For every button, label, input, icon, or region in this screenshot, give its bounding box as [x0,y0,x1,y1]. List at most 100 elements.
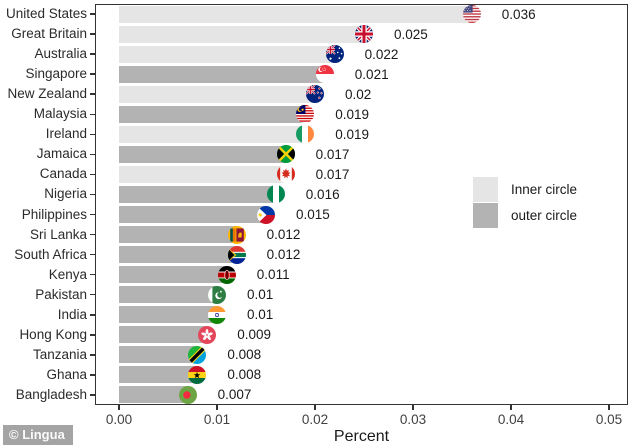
bar-canada [119,165,286,183]
bar-new-zealand [119,85,315,103]
flag-icon-nigeria [266,185,285,204]
flag-icon-pakistan [208,285,226,304]
legend-item-outer: outer circle [473,202,577,228]
y-tick [90,173,95,176]
legend-item-inner: Inner circle [473,176,577,202]
y-tick [90,233,95,236]
y-tick [90,314,95,316]
legend-label: Inner circle [511,181,578,197]
bar-nigeria [119,185,276,203]
y-tick [90,213,95,216]
y-tick [90,293,95,296]
y-axis-label-malaysia: Malaysia [33,106,87,122]
value-label: 0.01 [247,307,274,323]
bar-bangladesh [119,386,188,404]
bar-jamaica [119,145,286,163]
bar-india [119,306,217,324]
flag-icon-great-britain [355,25,373,44]
y-axis-label-hong-kong: Hong Kong [19,326,87,342]
y-axis-label-jamaica: Jamaica [36,146,87,162]
flag-icon-bangladesh [178,385,197,404]
y-tick [90,394,95,396]
value-label: 0.02 [345,86,372,102]
y-tick [90,273,95,276]
value-label: 0.017 [315,146,350,162]
y-tick [90,193,95,196]
flag-icon-new-zealand [306,85,324,104]
value-label: 0.011 [256,267,290,283]
x-tick [412,405,414,410]
value-label: 0.019 [335,126,369,142]
flag-icon-singapore [315,65,334,84]
flag-icon-canada [276,165,295,184]
x-tick-label: 0.05 [595,412,623,427]
bar-ireland [119,125,306,143]
flag-icon-philippines [257,205,275,224]
y-axis-label-ireland: Ireland [45,126,87,142]
flag-icon-hong-kong [198,325,217,344]
x-tick-label: 0.04 [497,412,525,427]
value-label: 0.01 [247,287,274,303]
y-tick [90,133,95,136]
bar-sri-lanka [119,226,237,244]
y-tick [90,113,95,116]
bar-philippines [119,206,266,224]
y-axis-label-ghana: Ghana [46,366,87,382]
y-tick [90,13,95,15]
y-tick [90,334,95,336]
value-label: 0.021 [354,66,389,82]
flag-icon-south-africa [227,245,246,264]
y-tick [90,53,95,55]
value-label: 0.015 [296,207,330,223]
value-label: 0.007 [217,387,252,403]
y-axis-label-tanzania: Tanzania [32,346,87,362]
y-axis-label-sri-lanka: Sri Lanka [29,226,87,242]
y-tick [90,93,95,95]
x-tick-label: 0.00 [105,412,133,427]
x-tick-label: 0.03 [399,412,427,427]
x-tick [216,405,218,410]
value-label: 0.012 [266,227,301,243]
y-tick [90,253,95,256]
y-axis-label-new-zealand: New Zealand [7,86,87,102]
y-tick [90,33,95,35]
bar-tanzania [119,346,198,364]
bar-singapore [119,65,325,83]
bar-hong-kong [119,326,208,344]
y-axis-label-australia: Australia [34,46,87,62]
x-tick [314,405,316,410]
y-axis-label-nigeria: Nigeria [44,186,87,202]
x-tick-label: 0.02 [301,412,329,427]
y-axis-label-india: India [57,306,87,322]
y-tick [90,73,95,75]
flag-icon-ghana [188,365,207,384]
bar-united-states [119,5,472,23]
y-tick [90,374,95,376]
y-tick [90,153,95,156]
y-axis-label-canada: Canada [39,166,87,182]
value-label: 0.009 [237,327,271,343]
y-axis-label-great-britain: Great Britain [11,26,87,42]
legend-swatch-outer [473,202,498,228]
flag-icon-kenya [217,265,236,284]
legend: Inner circle outer circle [473,176,577,228]
flag-icon-united-states [462,5,481,24]
value-label: 0.022 [364,46,399,62]
bar-south-africa [119,246,237,264]
y-axis-label-pakistan: Pakistan [35,286,87,302]
y-axis-label-bangladesh: Bangladesh [15,386,87,402]
flag-icon-sri-lanka [227,225,246,244]
value-label: 0.012 [266,247,301,263]
y-axis-label-singapore: Singapore [25,66,87,82]
y-axis-label-philippines: Philippines [21,206,87,222]
value-label: 0.008 [227,367,262,383]
bar-malaysia [119,105,306,123]
value-label: 0.017 [315,166,350,182]
x-tick [118,405,120,410]
value-label: 0.016 [305,186,340,202]
bar-kenya [119,266,227,284]
y-tick [90,354,95,356]
legend-label: outer circle [511,207,578,223]
value-label: 0.036 [501,6,536,22]
